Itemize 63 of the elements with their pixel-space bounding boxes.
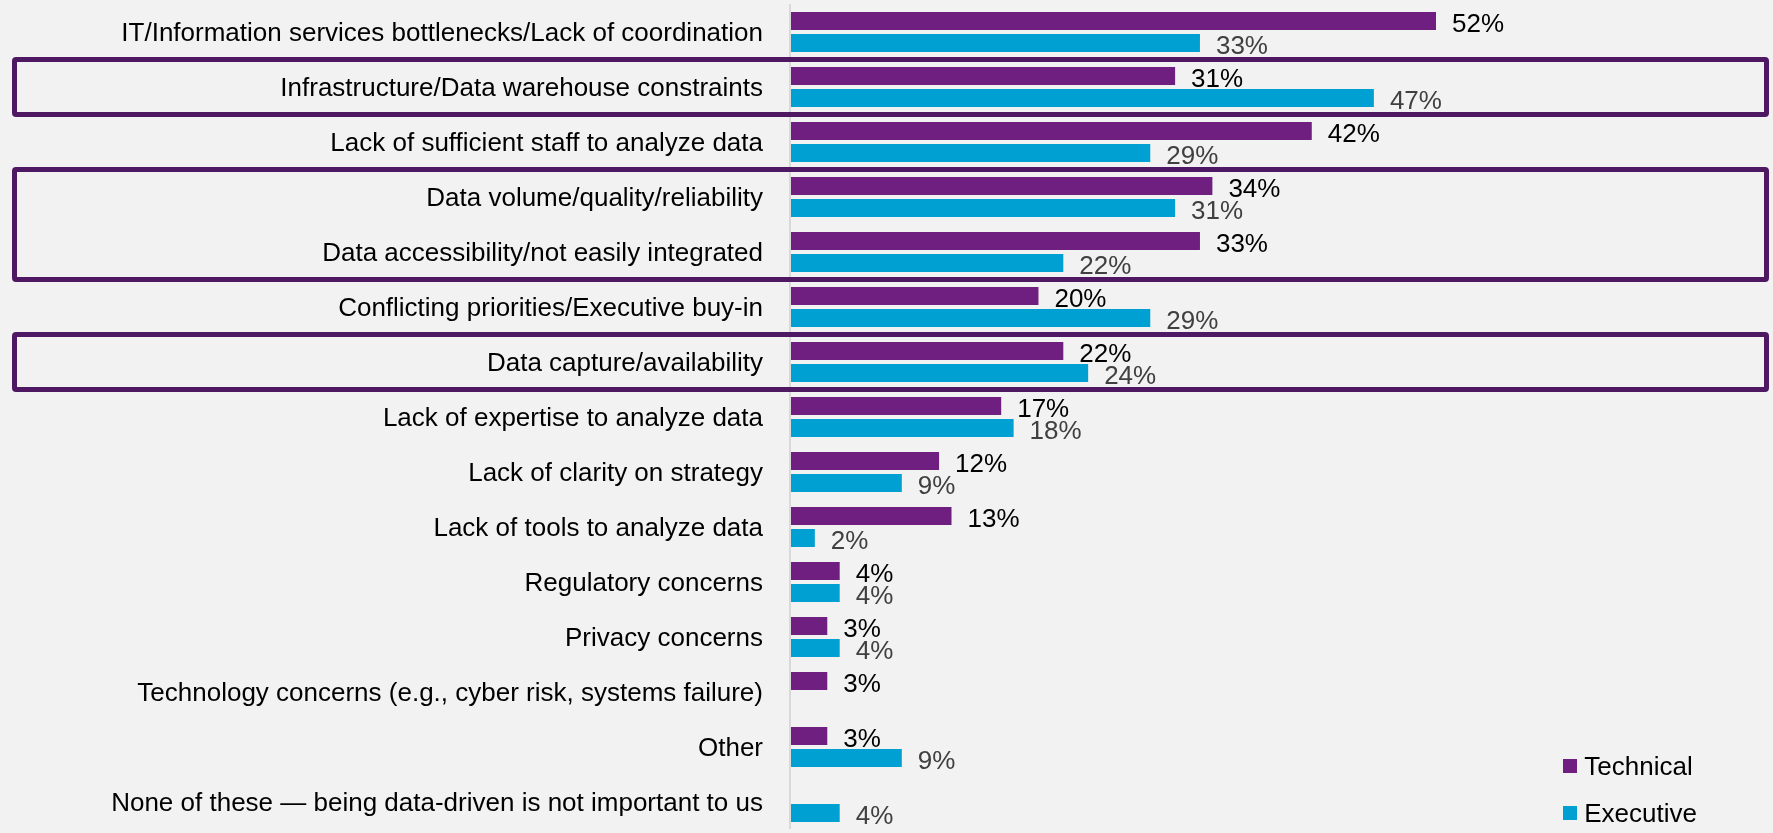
bar <box>790 562 840 580</box>
data-label: 47% <box>1389 85 1442 115</box>
bar <box>790 67 1176 85</box>
data-label: 29% <box>1166 305 1219 335</box>
data-label: 29% <box>1166 140 1219 170</box>
y-tick-label: Infrastructure/Data warehouse constraints <box>280 71 763 102</box>
data-label: 3% <box>843 668 881 698</box>
bar <box>790 364 1089 382</box>
bar <box>790 254 1064 272</box>
legend-label: Technical <box>1584 751 1693 781</box>
bar <box>790 397 1002 415</box>
bar <box>790 309 1151 327</box>
bar <box>790 89 1374 107</box>
bar <box>790 419 1014 437</box>
data-label: 9% <box>917 745 956 775</box>
data-label: 12% <box>955 448 1008 478</box>
bar <box>790 177 1213 195</box>
bar <box>790 507 952 525</box>
y-tick-label: Data capture/availability <box>486 346 763 377</box>
bar <box>790 342 1064 360</box>
data-label: 42% <box>1327 118 1380 148</box>
data-label: 9% <box>917 470 956 500</box>
data-label: 33% <box>1215 228 1269 258</box>
bar <box>790 199 1176 217</box>
data-label: 3% <box>843 723 881 753</box>
bar <box>790 122 1312 140</box>
data-label: 22% <box>1079 250 1132 280</box>
bar <box>790 452 940 470</box>
bar <box>790 727 828 745</box>
bar <box>790 287 1039 305</box>
y-tick-label: IT/Information services bottlenecks/Lack of coordination <box>121 16 763 47</box>
data-label: 2% <box>830 525 869 555</box>
y-tick-label: Lack of clarity on strategy <box>468 456 763 487</box>
bar <box>790 672 828 690</box>
bar <box>790 639 840 657</box>
y-tick-label: Conflicting priorities/Executive buy-in <box>338 291 763 322</box>
bar <box>790 529 815 547</box>
y-tick-label: Data volume/quality/reliability <box>426 181 763 212</box>
bar <box>790 144 1151 162</box>
bar <box>790 474 902 492</box>
bar <box>790 617 828 635</box>
y-tick-label: Data accessibility/not easily integrated <box>322 236 763 267</box>
y-tick-label: Technology concerns (e.g., cyber risk, systems failure) <box>137 676 763 707</box>
data-label: 20% <box>1054 283 1107 313</box>
y-tick-label: None of these — being data-driven is not important to us <box>111 786 763 817</box>
bar <box>790 584 840 602</box>
data-label: 13% <box>967 503 1020 533</box>
bar <box>790 232 1200 250</box>
y-tick-label: Other <box>697 731 764 762</box>
bar <box>790 12 1436 30</box>
data-label: 52% <box>1452 8 1505 38</box>
y-tick-label: Privacy concerns <box>565 621 763 652</box>
legend-label: Executive <box>1584 798 1697 828</box>
bar <box>790 749 902 767</box>
y-tick-label: Lack of sufficient staff to analyze data <box>330 126 764 157</box>
y-tick-label: Regulatory concerns <box>524 566 763 597</box>
bar <box>790 34 1200 52</box>
data-label: 4% <box>855 800 894 830</box>
data-label: 33% <box>1215 30 1269 60</box>
y-tick-label: Lack of expertise to analyze data <box>382 401 764 432</box>
y-tick-label: Lack of tools to analyze data <box>433 511 764 542</box>
bar <box>790 804 840 822</box>
data-label: 31% <box>1191 63 1244 93</box>
